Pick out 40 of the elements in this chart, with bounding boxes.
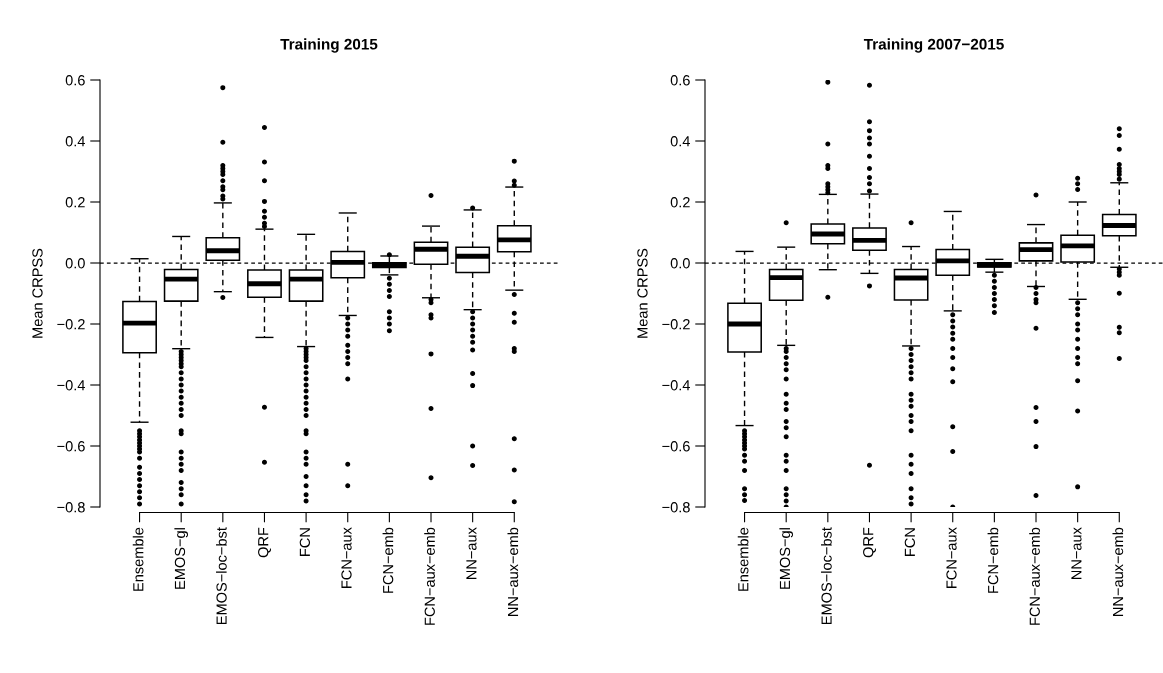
x-tick-label: NN−aux <box>1071 527 1082 580</box>
y-tick-label: −0.8 <box>57 502 85 513</box>
y-tick-label: 0.0 <box>65 258 85 269</box>
y-tick-label: −0.6 <box>662 441 690 452</box>
y-tick-label: 0.6 <box>670 75 690 86</box>
y-tick-label: −0.2 <box>57 319 85 330</box>
y-tick-label: 0.2 <box>65 197 85 208</box>
x-tick-label: FCN−emb <box>987 527 999 593</box>
x-tick-label: FCN <box>904 528 916 556</box>
x-tick-label: EMOS−loc−bst <box>821 527 832 625</box>
x-tick-label: QRF <box>258 527 271 558</box>
y-tick-label: 0.6 <box>65 75 85 86</box>
x-tick-label: FCN−aux <box>946 527 957 588</box>
x-tick-label: NN−aux−emb <box>507 527 519 616</box>
chart-title: Training 2015 <box>280 38 378 53</box>
x-tick-label: FCN−emb <box>382 527 394 593</box>
x-tick-label: NN−aux <box>466 527 477 580</box>
x-tick-label: FCN−aux <box>341 527 352 588</box>
y-tick-label: −0.4 <box>57 380 85 391</box>
y-tick-label: 0.2 <box>670 197 690 208</box>
x-tick-label: QRF <box>863 527 876 558</box>
x-tick-label: Ensemble <box>737 527 749 591</box>
x-tick-label: EMOS−loc−bst <box>216 527 227 625</box>
x-tick-label: FCN <box>299 528 311 556</box>
y-tick-label: 0.4 <box>65 136 85 147</box>
y-axis-title: Mean CRPSS <box>637 248 648 338</box>
y-tick-label: −0.8 <box>662 502 690 513</box>
y-tick-label: −0.4 <box>662 380 690 391</box>
x-tick-label: EMOS−gl <box>174 528 188 589</box>
y-tick-label: −0.6 <box>57 441 85 452</box>
x-tick-label: FCN−aux−emb <box>1029 527 1040 625</box>
y-axis-title: Mean CRPSS <box>32 248 43 338</box>
y-tick-label: −0.2 <box>662 319 690 330</box>
x-tick-label: Ensemble <box>132 527 144 591</box>
x-tick-label: NN−aux−emb <box>1112 527 1124 616</box>
y-tick-label: 0.4 <box>670 136 690 147</box>
x-tick-label: FCN−aux−emb <box>424 527 435 625</box>
chart-title: Training 2007−2015 <box>863 38 1004 53</box>
y-tick-label: 0.0 <box>670 258 690 269</box>
x-tick-label: EMOS−gl <box>779 528 793 589</box>
